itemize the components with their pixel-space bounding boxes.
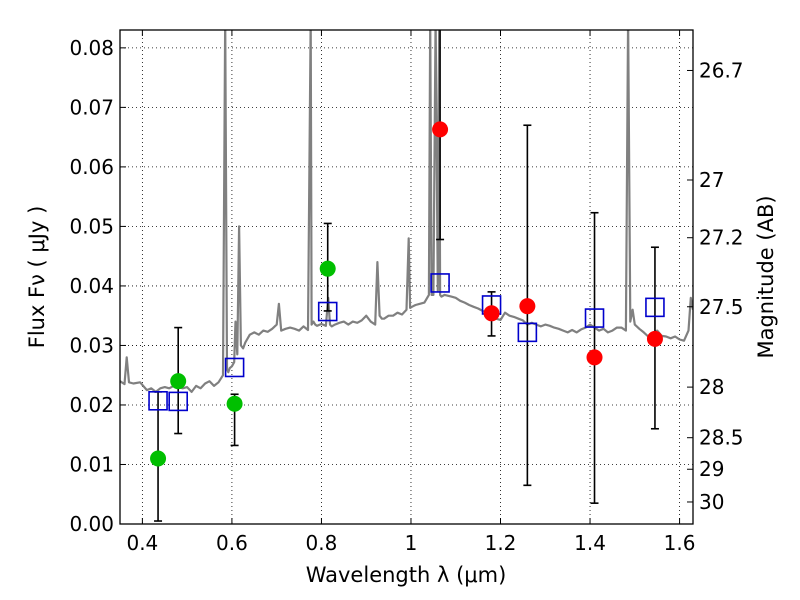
y-tick-label: 0.01 [69,452,114,476]
data-point-marker [432,121,449,138]
x-tick-label: 0.4 [126,531,158,555]
spectrum-layer [120,30,693,393]
magnitude-tick-label: 27 [699,168,724,192]
x-tick-label: 1.2 [485,531,517,555]
x-tick-label: 0.8 [306,531,338,555]
y-tick-label: 0.00 [69,512,114,536]
data-point-marker [519,298,536,315]
y-tick-label: 0.06 [69,155,114,179]
model-square-marker [224,357,245,378]
y-axis-label: Flux Fν ( μJy ) [25,206,49,349]
magnitude-tick-label: 26.7 [699,58,744,82]
magnitude-tick-label: 27.2 [699,226,744,250]
spectrum-line [120,30,693,393]
y-tick-label: 0.04 [69,274,114,298]
y-axis: 0.00 0.01 0.02 0.03 0.04 0.05 0.06 0.07 0.08 [69,36,126,536]
y-tick-label: 0.08 [69,36,114,60]
x-axis: 0.4 0.6 0.8 1 1.2 1.4 1.6 [126,30,695,555]
magnitude-tick-label: 28 [699,375,724,399]
x-axis-label: Wavelength λ (μm) [306,563,507,587]
data-point-marker [646,330,663,347]
marker-layer [148,121,665,467]
data-point-marker [170,373,187,390]
y-tick-label: 0.03 [69,333,114,357]
x-tick-label: 0.6 [216,531,248,555]
magnitude-tick-label: 30 [699,490,724,514]
data-point-marker [226,395,243,412]
y-tick-label: 0.02 [69,393,114,417]
model-square-marker [517,322,538,343]
data-point-marker [150,450,167,467]
x-tick-label: 1.6 [664,531,696,555]
model-square-marker [430,273,450,293]
model-square-marker [168,391,188,412]
model-square-marker [317,301,338,322]
model-square-marker [645,297,665,318]
magnitude-tick-label: 29 [699,457,724,481]
model-square-marker [148,390,168,411]
x-tick-label: 1 [405,531,418,555]
magnitude-axis: 26.7 27 27.2 27.5 28 28.5 29 30 [687,58,744,514]
magnitude-tick-label: 27.5 [699,295,744,319]
data-point-marker [319,260,336,277]
magnitude-tick-label: 28.5 [699,426,744,450]
model-square-marker [584,308,605,328]
plot-frame [119,29,694,525]
x-tick-label: 1.4 [574,531,606,555]
data-point-marker [483,305,500,322]
data-point-marker [586,349,603,366]
magnitude-axis-label: Magnitude (AB) [754,195,778,358]
y-tick-label: 0.05 [69,214,114,238]
y-tick-label: 0.07 [69,95,114,119]
